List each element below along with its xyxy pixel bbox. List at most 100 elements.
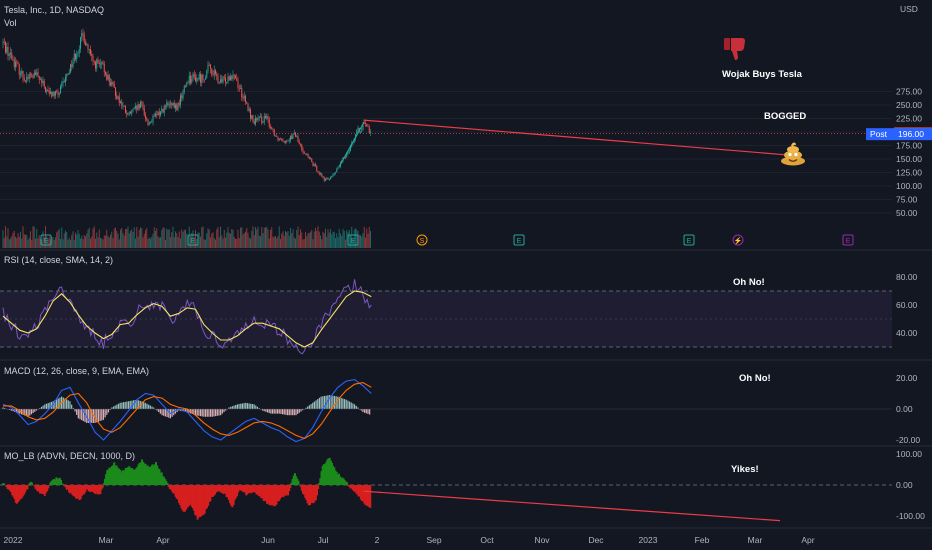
volume-bar [277,236,279,248]
candle-body [176,104,178,110]
volume-bar [342,228,344,248]
macd-histogram-bar [24,409,26,416]
mo-area-bar [242,485,246,492]
candle-body [41,79,43,83]
volume-bar [21,238,23,248]
mo-area-bar [136,466,139,485]
mo-area-bar [198,485,202,518]
candle-body [158,111,160,116]
candle-body [106,74,108,80]
price-candles [2,28,371,183]
macd-histogram-bar [148,404,150,409]
volume-bar [122,233,124,248]
mo-area-bar [120,472,123,485]
volume-bar [108,237,110,248]
price-tick-label: 100.00 [896,181,922,191]
macd-histogram-bar [151,406,153,409]
mo-area-bar [343,480,346,485]
candle-body [281,138,283,141]
volume-bar [215,239,216,248]
mo-area-bar [142,461,145,485]
macd-histogram-bar [82,409,84,422]
macd-histogram-bar [97,409,100,422]
mo-area-bar [295,476,298,485]
candle-body [191,78,193,83]
volume-bar [71,235,73,248]
mo-area-bar [271,485,274,506]
candle-body [138,104,140,109]
volume-bar [180,238,181,248]
mo-tick-label: 100.00 [896,449,922,459]
macd-histogram-bar [74,409,76,412]
volume-bar [195,230,196,248]
mo-area-bar [277,485,280,502]
macd-histogram-bar [114,405,116,409]
mo-area-bar [105,474,108,485]
mo-area-bar [150,466,153,485]
poo-middle [784,150,802,160]
volume-bar [270,230,271,248]
volume-bar [348,229,350,248]
mo-area-bar [231,485,234,508]
volume-bar [330,229,331,248]
volume-bar [292,229,294,248]
event-marker [347,234,359,246]
volume-bar [333,231,335,248]
mo-area-bar [62,484,65,485]
candle-body [217,75,219,83]
volume-bar [2,230,4,248]
macd-histogram-bar [221,409,223,414]
volume-bar [363,226,365,248]
mo-area-bar [56,478,59,485]
macd-histogram-bar [81,409,83,421]
mo-area-bar [39,485,42,494]
volume-bar [121,227,123,248]
volume-bar [281,233,283,248]
mo-area-bar [349,485,352,489]
candle-body [298,141,300,144]
date-axis-label: Apr [156,535,169,545]
candle-body [232,74,234,80]
candle-body [346,153,348,158]
candle-body [188,75,190,84]
mo-area-bar [240,485,243,491]
macd-histogram-bar [77,409,79,419]
macd-histogram-bar [198,409,200,416]
macd-histogram-bar [40,406,43,409]
macd-histogram-bar [323,395,326,409]
mo-area-bar [134,469,137,485]
volume-bar [232,229,234,248]
mo-area-bar [313,485,316,502]
mo-area-bar [154,462,157,485]
candle-body [45,86,46,92]
mo-area-bar [346,482,349,485]
volume-bar [36,229,38,248]
candle-body [178,102,180,105]
volume-bar [12,232,14,248]
volume-bar [267,229,269,248]
mo-area-bar [168,485,171,490]
volume-bar [103,235,105,248]
macd-histogram-bar [270,409,272,414]
volume-bar [198,232,200,248]
volume-bar [26,234,28,248]
volume-bar [52,237,54,248]
price-tick-label: 225.00 [896,114,922,124]
macd-histogram-bar [89,409,91,423]
candle-body [205,78,206,80]
candle-body [132,108,134,111]
candle-body [221,79,223,83]
mo-area-bar [163,477,166,485]
macd-histogram-bar [168,409,170,418]
volume-bar [27,239,29,248]
candle-body [190,75,191,83]
volume-bar [367,233,369,248]
mo-area-bar [232,485,235,505]
macd-histogram-bar [25,409,28,417]
mo-area-bar [57,478,60,485]
volume-bar [181,229,183,248]
volume-bar [258,235,260,248]
candle-body [116,95,118,99]
candle-body [85,42,86,45]
